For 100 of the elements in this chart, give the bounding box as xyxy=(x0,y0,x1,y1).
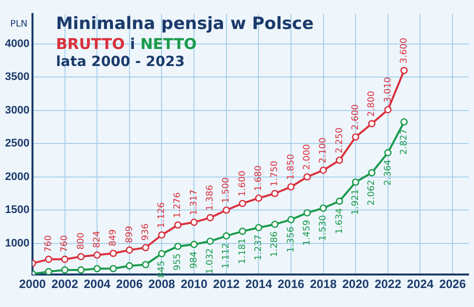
data-label: 2.250 xyxy=(334,127,345,154)
x-tick-label: 2018 xyxy=(310,277,337,292)
point xyxy=(190,218,198,226)
point xyxy=(320,166,327,174)
point xyxy=(336,156,344,164)
data-label: 849 xyxy=(108,228,119,246)
data-label: 1.356 xyxy=(286,226,296,252)
point xyxy=(400,66,408,74)
data-label: 955 xyxy=(173,253,184,271)
point xyxy=(142,244,150,252)
legend-title: i xyxy=(128,35,136,54)
point xyxy=(174,242,182,250)
y-tick-label: 3500 xyxy=(4,71,30,84)
data-label: 1.459 xyxy=(302,220,312,246)
text: lata 2000 - 2023 xyxy=(56,54,186,72)
point xyxy=(368,120,376,128)
data-label: 1.500 xyxy=(222,177,232,204)
x-tick-label: 2022 xyxy=(374,277,402,292)
point xyxy=(384,106,392,114)
x-tick-label: 2002 xyxy=(51,277,78,292)
point xyxy=(174,221,182,229)
y-tick-label: 2500 xyxy=(4,138,30,150)
y-tick-label: 1000 xyxy=(4,237,30,250)
point xyxy=(255,224,262,232)
point xyxy=(352,178,360,186)
data-label: 760 xyxy=(60,234,70,252)
point xyxy=(320,204,327,212)
data-label: 1.181 xyxy=(238,238,248,264)
data-label: 1.750 xyxy=(270,160,280,186)
point xyxy=(206,238,214,245)
point xyxy=(158,250,166,258)
data-label: 1.921 xyxy=(350,189,361,215)
data-label: 2.600 xyxy=(350,104,361,130)
y-tick-label: 1500 xyxy=(4,204,30,216)
data-label: 760 xyxy=(44,234,54,252)
x-tick-label: 2020 xyxy=(342,277,370,292)
data-label: 3.600 xyxy=(399,37,410,64)
y-tick-label: 3000 xyxy=(4,104,30,116)
x-tick-label: 2014 xyxy=(245,277,272,292)
point xyxy=(93,264,101,272)
data-label: 2.827 xyxy=(399,128,410,155)
point xyxy=(287,216,295,224)
y-tick-label: 2000 xyxy=(4,170,30,183)
point xyxy=(110,264,117,272)
data-label: 1.850 xyxy=(286,154,296,180)
data-label: 1.286 xyxy=(270,231,280,258)
x-tick-label: 2000 xyxy=(19,277,46,292)
text: NETTO xyxy=(140,35,197,54)
data-label: 936 xyxy=(140,223,151,241)
point xyxy=(142,260,150,268)
point xyxy=(110,250,117,258)
y-axis-title: PLN xyxy=(10,19,28,30)
point xyxy=(126,262,134,270)
data-label: 2.100 xyxy=(318,137,329,164)
data-label: 984 xyxy=(189,251,200,269)
point xyxy=(44,268,52,275)
point xyxy=(368,169,376,176)
data-label: 2.062 xyxy=(367,180,378,206)
point xyxy=(61,266,68,274)
data-label: 1.237 xyxy=(254,234,264,260)
data-label: 1.530 xyxy=(318,214,329,241)
data-label: 824 xyxy=(92,230,102,248)
data-label: 1.112 xyxy=(222,242,232,269)
x-tick-label: 2006 xyxy=(116,277,144,292)
data-label: 1.032 xyxy=(206,248,216,274)
point xyxy=(287,183,295,190)
data-label: 1.317 xyxy=(189,190,200,216)
point xyxy=(303,173,311,181)
point xyxy=(206,214,214,222)
point xyxy=(93,251,101,259)
x-tick-label: 2004 xyxy=(84,277,111,292)
x-tick-label: 2010 xyxy=(180,277,208,292)
point xyxy=(384,149,392,156)
point xyxy=(77,253,85,260)
point xyxy=(336,198,344,205)
data-label: 1.276 xyxy=(173,192,184,218)
point xyxy=(352,133,360,141)
data-label: 899 xyxy=(124,226,135,244)
x-tick-label: 2024 xyxy=(406,277,434,292)
point xyxy=(190,240,198,248)
point xyxy=(222,232,230,240)
point xyxy=(158,231,166,239)
point xyxy=(222,206,230,214)
point xyxy=(238,200,246,208)
data-label: 845 xyxy=(157,260,168,278)
chart-title: Minimalna pensja w Polsce xyxy=(56,14,314,36)
text: BRUTTO xyxy=(56,35,125,54)
point xyxy=(77,266,85,274)
y-tick-label: 4000 xyxy=(4,38,30,50)
point xyxy=(44,256,52,263)
x-tick-label: 2008 xyxy=(148,277,176,292)
x-tick-label: 2016 xyxy=(278,277,305,292)
data-label: 1.680 xyxy=(254,165,264,192)
data-label: 1.634 xyxy=(334,208,345,234)
data-label: 1.386 xyxy=(206,184,216,211)
data-label: 1.126 xyxy=(157,202,168,228)
data-label: 2.364 xyxy=(383,159,394,186)
point xyxy=(400,118,408,126)
point xyxy=(303,209,311,216)
point xyxy=(238,228,246,235)
